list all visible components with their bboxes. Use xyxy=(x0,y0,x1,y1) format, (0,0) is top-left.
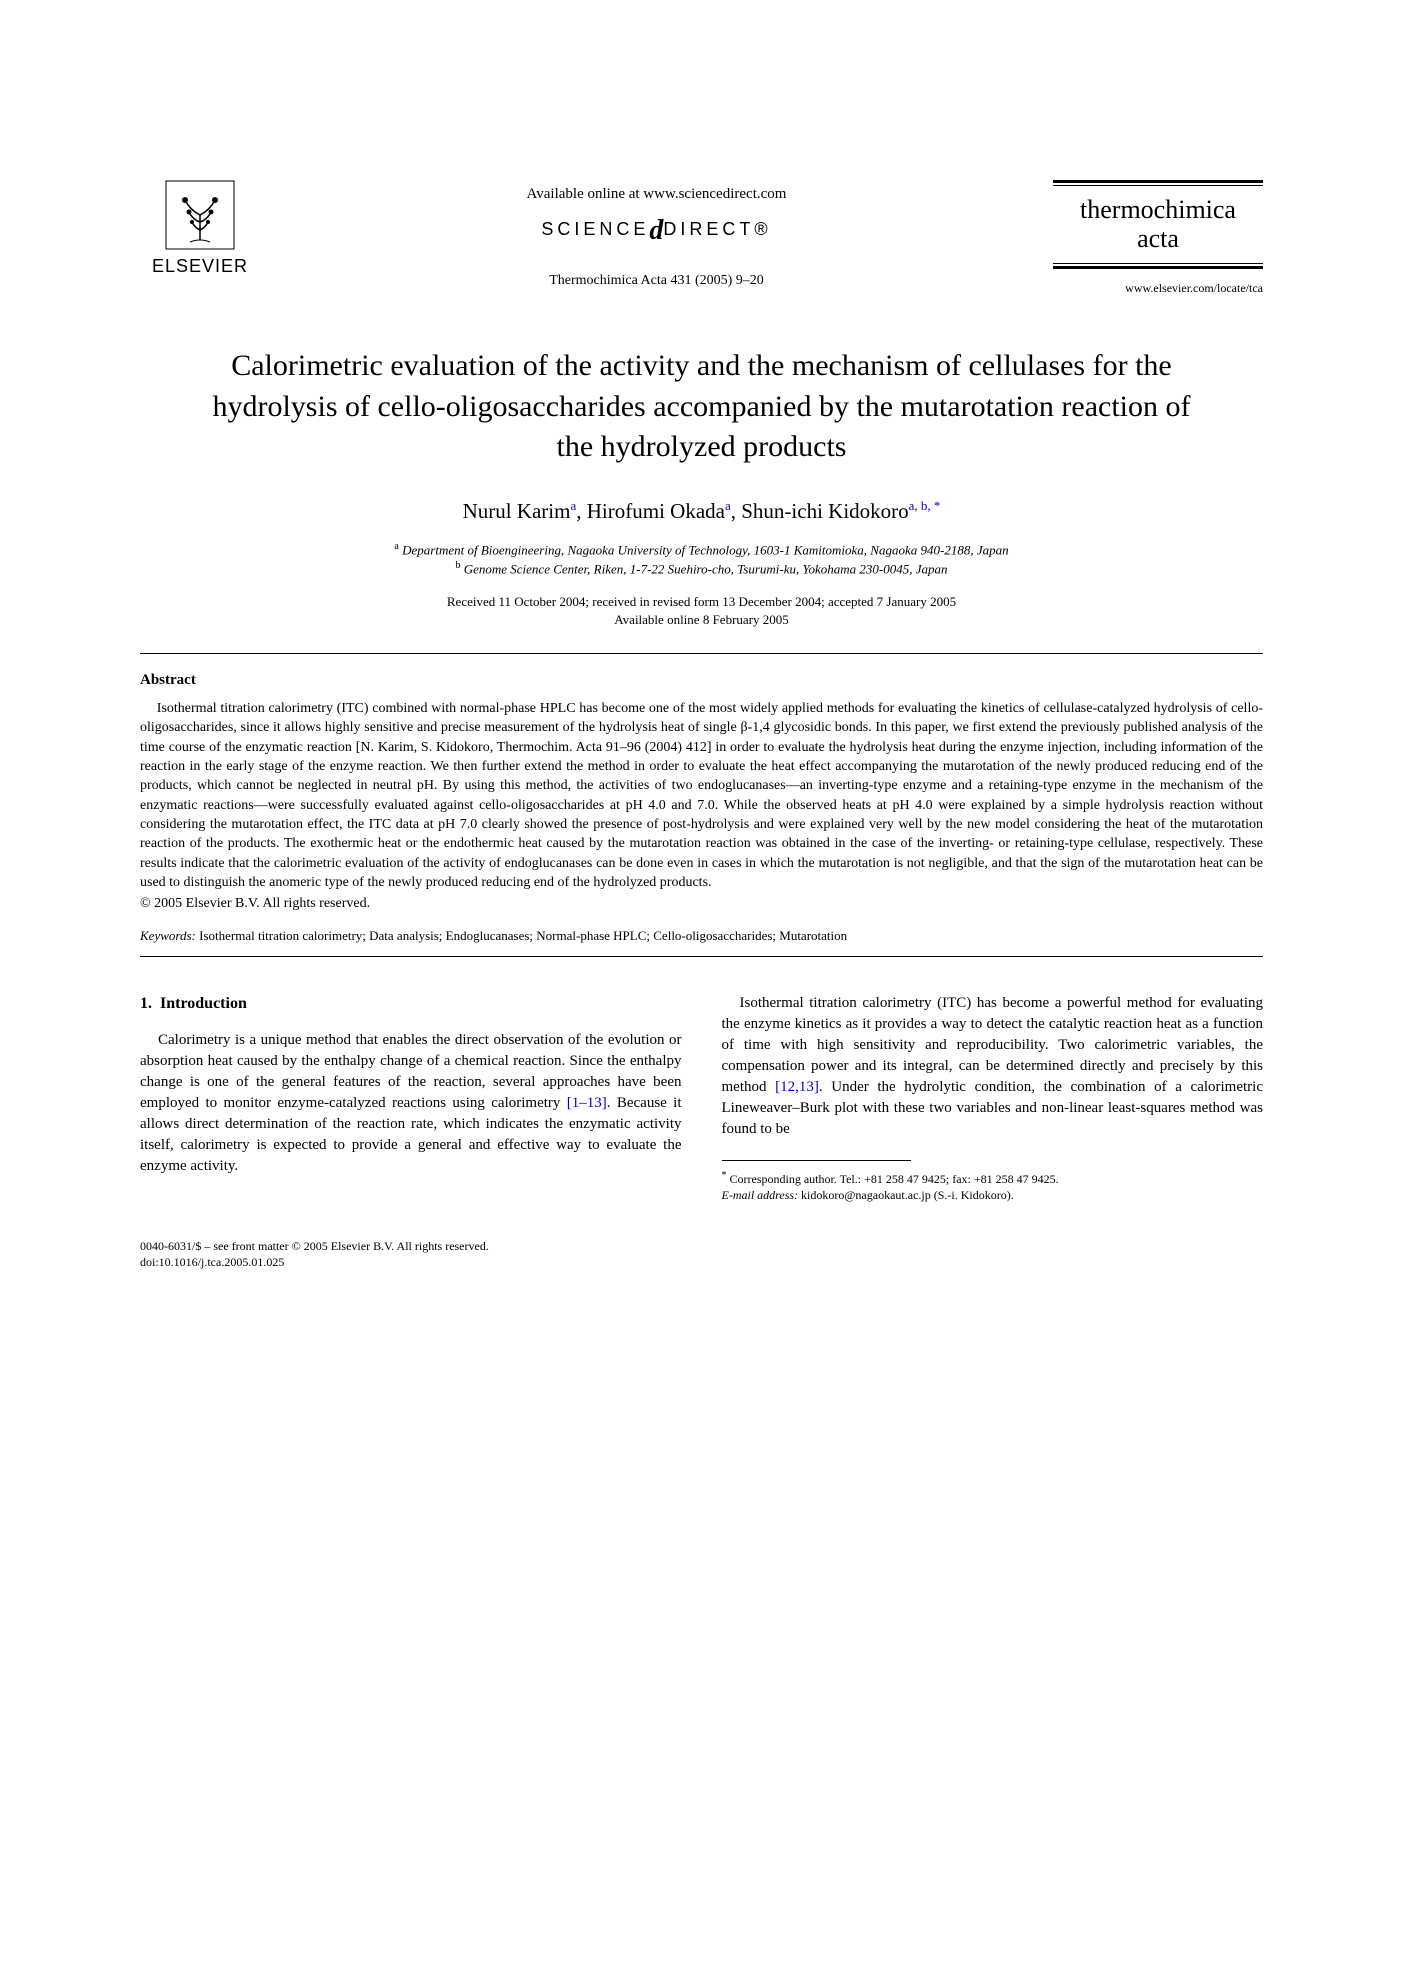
journal-header: ELSEVIER Available online at www.science… xyxy=(140,180,1263,296)
email-address: kidokoro@nagaokaut.ac.jp (S.-i. Kidokoro… xyxy=(801,1188,1014,1202)
author: Nurul Karima xyxy=(463,499,577,523)
affil-marker[interactable]: a xyxy=(725,498,731,513)
author: Shun-ichi Kidokoroa, b, * xyxy=(741,499,940,523)
center-header: Available online at www.sciencedirect.co… xyxy=(260,180,1053,289)
affil-marker: a xyxy=(394,541,398,552)
issn-copyright: 0040-6031/$ – see front matter © 2005 El… xyxy=(140,1238,1263,1254)
citation-link[interactable]: [12,13] xyxy=(775,1079,819,1095)
abstract-heading: Abstract xyxy=(140,672,1263,689)
corresponding-author-footnote: * Corresponding author. Tel.: +81 258 47… xyxy=(722,1169,1264,1203)
author-name: Shun-ichi Kidokoro xyxy=(741,499,908,523)
corresponding-text: Corresponding author. Tel.: +81 258 47 9… xyxy=(730,1172,1059,1186)
section-rule xyxy=(140,956,1263,957)
rule-decoration xyxy=(1053,263,1263,269)
citation-link[interactable]: [1–13] xyxy=(567,1095,607,1111)
email-label: E-mail address: xyxy=(722,1188,799,1202)
dates-online: Available online 8 February 2005 xyxy=(140,611,1263,629)
section-number: 1. xyxy=(140,995,152,1012)
sd-prefix: SCIENCE xyxy=(541,219,649,239)
affil-marker[interactable]: a xyxy=(570,498,576,513)
article-dates: Received 11 October 2004; received in re… xyxy=(140,593,1263,629)
affil-marker[interactable]: a, b, * xyxy=(909,498,941,513)
section-heading: 1. Introduction xyxy=(140,993,682,1015)
sciencedirect-logo: SCIENCEdDIRECT® xyxy=(260,215,1053,247)
doi: doi:10.1016/j.tca.2005.01.025 xyxy=(140,1254,1263,1270)
sd-d-icon: d xyxy=(649,215,663,246)
journal-title-block: thermochimica acta www.elsevier.com/loca… xyxy=(1053,180,1263,296)
affiliation-text: Genome Science Center, Riken, 1-7-22 Sue… xyxy=(464,562,948,577)
journal-title: thermochimica acta xyxy=(1053,196,1263,253)
article-body: 1. Introduction Calorimetry is a unique … xyxy=(140,993,1263,1203)
footnote-marker: * xyxy=(722,1170,727,1181)
sd-suffix: DIRECT® xyxy=(663,219,771,239)
author-list: Nurul Karima, Hirofumi Okadaa, Shun-ichi… xyxy=(140,498,1263,524)
section-rule xyxy=(140,653,1263,654)
publisher-name: ELSEVIER xyxy=(152,256,248,277)
section-title: Introduction xyxy=(160,995,247,1012)
elsevier-tree-icon xyxy=(165,180,235,250)
body-paragraph: Isothermal titration calorimetry (ITC) h… xyxy=(722,993,1264,1140)
abstract-copyright: © 2005 Elsevier B.V. All rights reserved… xyxy=(140,896,1263,912)
keywords-text: Isothermal titration calorimetry; Data a… xyxy=(199,928,847,943)
article-title: Calorimetric evaluation of the activity … xyxy=(200,346,1203,468)
affil-marker: b xyxy=(455,560,460,571)
keywords-label: Keywords: xyxy=(140,928,196,943)
publisher-block: ELSEVIER xyxy=(140,180,260,277)
author-name: Nurul Karim xyxy=(463,499,571,523)
author: Hirofumi Okadaa xyxy=(587,499,731,523)
dates-received: Received 11 October 2004; received in re… xyxy=(140,593,1263,611)
available-online-text: Available online at www.sciencedirect.co… xyxy=(260,186,1053,203)
author-name: Hirofumi Okada xyxy=(587,499,725,523)
journal-url: www.elsevier.com/locate/tca xyxy=(1053,281,1263,296)
rule-decoration xyxy=(1053,180,1263,186)
journal-reference: Thermochimica Acta 431 (2005) 9–20 xyxy=(260,273,1053,289)
keywords: Keywords: Isothermal titration calorimet… xyxy=(140,928,1263,944)
body-paragraph: Calorimetry is a unique method that enab… xyxy=(140,1030,682,1177)
footer-meta: 0040-6031/$ – see front matter © 2005 El… xyxy=(140,1238,1263,1270)
affiliation: b Genome Science Center, Riken, 1-7-22 S… xyxy=(140,559,1263,579)
affiliation: a Department of Bioengineering, Nagaoka … xyxy=(140,540,1263,560)
journal-title-line2: acta xyxy=(1137,224,1179,253)
affiliations: a Department of Bioengineering, Nagaoka … xyxy=(140,540,1263,579)
affiliation-text: Department of Bioengineering, Nagaoka Un… xyxy=(402,542,1008,557)
footnote-rule xyxy=(722,1160,912,1161)
abstract-body: Isothermal titration calorimetry (ITC) c… xyxy=(140,699,1263,892)
journal-title-line1: thermochimica xyxy=(1080,195,1236,224)
